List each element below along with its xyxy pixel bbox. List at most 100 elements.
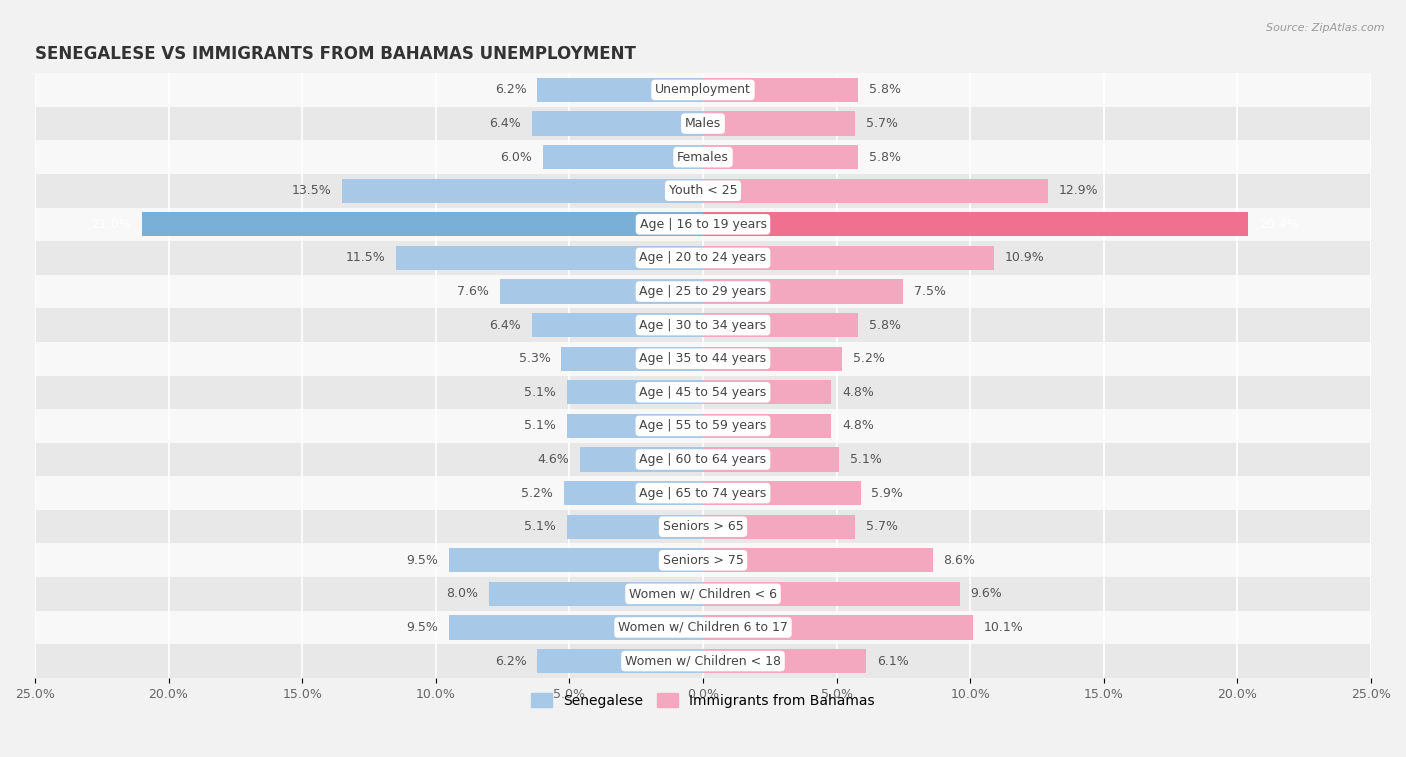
Text: 5.8%: 5.8% [869, 319, 901, 332]
Bar [567, 414, 703, 438]
Text: 11.5%: 11.5% [346, 251, 385, 264]
Bar [395, 246, 703, 270]
Bar [35, 140, 1371, 174]
Text: 5.8%: 5.8% [869, 83, 901, 96]
Text: Males: Males [685, 117, 721, 130]
Bar [35, 174, 1371, 207]
Bar [537, 649, 703, 673]
Bar [489, 582, 703, 606]
Text: Women w/ Children < 18: Women w/ Children < 18 [626, 655, 780, 668]
Text: Females: Females [678, 151, 728, 164]
Text: Unemployment: Unemployment [655, 83, 751, 96]
Text: Age | 60 to 64 years: Age | 60 to 64 years [640, 453, 766, 466]
Text: 5.1%: 5.1% [851, 453, 882, 466]
Text: 5.1%: 5.1% [524, 520, 555, 533]
Bar [35, 577, 1371, 611]
Bar [35, 476, 1371, 510]
Bar [703, 615, 973, 640]
Text: 6.4%: 6.4% [489, 319, 522, 332]
Text: 5.1%: 5.1% [524, 386, 555, 399]
Bar [561, 347, 703, 371]
Bar [703, 78, 858, 102]
Text: SENEGALESE VS IMMIGRANTS FROM BAHAMAS UNEMPLOYMENT: SENEGALESE VS IMMIGRANTS FROM BAHAMAS UN… [35, 45, 636, 64]
Text: 7.6%: 7.6% [457, 285, 489, 298]
Text: 7.5%: 7.5% [914, 285, 946, 298]
Bar [703, 347, 842, 371]
Text: Age | 55 to 59 years: Age | 55 to 59 years [640, 419, 766, 432]
Text: 8.0%: 8.0% [447, 587, 478, 600]
Legend: Senegalese, Immigrants from Bahamas: Senegalese, Immigrants from Bahamas [526, 687, 880, 713]
Text: 6.1%: 6.1% [877, 655, 908, 668]
Bar [35, 443, 1371, 476]
Text: Youth < 25: Youth < 25 [669, 184, 737, 198]
Bar [342, 179, 703, 203]
Bar [703, 145, 858, 170]
Text: 9.6%: 9.6% [970, 587, 1002, 600]
Text: Age | 45 to 54 years: Age | 45 to 54 years [640, 386, 766, 399]
Bar [449, 548, 703, 572]
Text: 4.8%: 4.8% [842, 386, 875, 399]
Bar [35, 107, 1371, 140]
Bar [35, 207, 1371, 241]
Bar [449, 615, 703, 640]
Text: 6.4%: 6.4% [489, 117, 522, 130]
Bar [501, 279, 703, 304]
Bar [703, 279, 904, 304]
Bar [703, 179, 1047, 203]
Bar [703, 515, 855, 539]
Text: 9.5%: 9.5% [406, 554, 439, 567]
Text: Seniors > 65: Seniors > 65 [662, 520, 744, 533]
Bar [703, 414, 831, 438]
Text: 13.5%: 13.5% [292, 184, 332, 198]
Bar [581, 447, 703, 472]
Text: Women w/ Children < 6: Women w/ Children < 6 [628, 587, 778, 600]
Text: 5.7%: 5.7% [866, 520, 898, 533]
Text: 21.0%: 21.0% [91, 218, 131, 231]
Bar [35, 611, 1371, 644]
Bar [567, 380, 703, 404]
Text: 5.8%: 5.8% [869, 151, 901, 164]
Bar [703, 447, 839, 472]
Bar [35, 544, 1371, 577]
Text: 9.5%: 9.5% [406, 621, 439, 634]
Bar [703, 481, 860, 505]
Text: 12.9%: 12.9% [1059, 184, 1098, 198]
Text: 10.1%: 10.1% [984, 621, 1024, 634]
Text: 5.2%: 5.2% [522, 487, 554, 500]
Text: Seniors > 75: Seniors > 75 [662, 554, 744, 567]
Bar [703, 548, 932, 572]
Text: 5.9%: 5.9% [872, 487, 903, 500]
Text: Age | 30 to 34 years: Age | 30 to 34 years [640, 319, 766, 332]
Text: 5.3%: 5.3% [519, 352, 551, 365]
Bar [564, 481, 703, 505]
Bar [142, 212, 703, 236]
Bar [35, 308, 1371, 342]
Text: 8.6%: 8.6% [943, 554, 976, 567]
Text: Age | 16 to 19 years: Age | 16 to 19 years [640, 218, 766, 231]
Text: 20.4%: 20.4% [1258, 218, 1299, 231]
Text: Age | 25 to 29 years: Age | 25 to 29 years [640, 285, 766, 298]
Text: 10.9%: 10.9% [1005, 251, 1045, 264]
Text: 4.6%: 4.6% [537, 453, 569, 466]
Text: 5.7%: 5.7% [866, 117, 898, 130]
Bar [35, 275, 1371, 308]
Bar [703, 111, 855, 136]
Text: 6.2%: 6.2% [495, 83, 527, 96]
Bar [531, 313, 703, 337]
Text: Age | 65 to 74 years: Age | 65 to 74 years [640, 487, 766, 500]
Bar [703, 212, 1249, 236]
Bar [567, 515, 703, 539]
Bar [35, 644, 1371, 678]
Text: Source: ZipAtlas.com: Source: ZipAtlas.com [1267, 23, 1385, 33]
Text: 4.8%: 4.8% [842, 419, 875, 432]
Bar [35, 409, 1371, 443]
Bar [703, 313, 858, 337]
Bar [35, 510, 1371, 544]
Bar [35, 342, 1371, 375]
Bar [35, 241, 1371, 275]
Bar [35, 375, 1371, 409]
Bar [703, 649, 866, 673]
Text: 5.1%: 5.1% [524, 419, 555, 432]
Text: 6.0%: 6.0% [501, 151, 531, 164]
Text: Age | 20 to 24 years: Age | 20 to 24 years [640, 251, 766, 264]
